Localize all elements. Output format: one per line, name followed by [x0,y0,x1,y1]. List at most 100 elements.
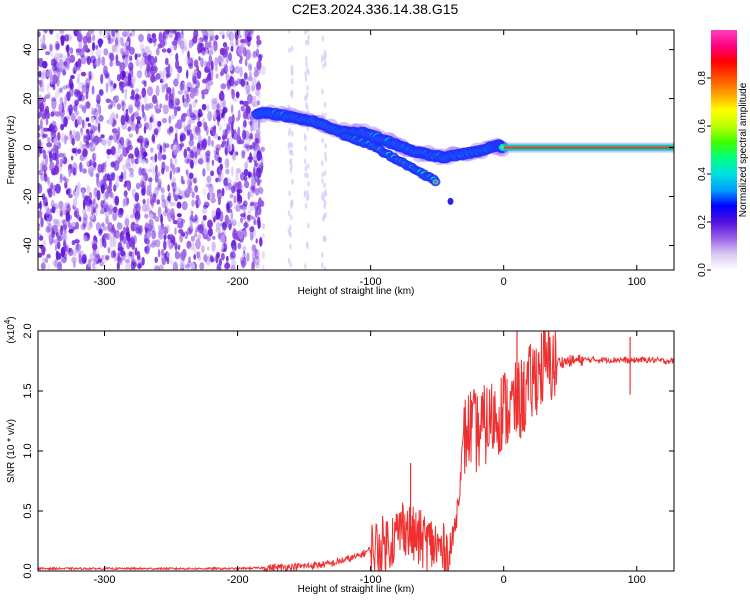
noise-cell [176,72,180,81]
noise-cell [130,155,135,165]
noise-cell [70,134,75,145]
noise-cell [82,148,88,158]
y-tick-label: 0.5 [22,503,34,518]
noise-cell [140,176,143,185]
noise-cell [43,96,47,103]
noise-cell [103,233,108,239]
noise-cell [55,219,61,228]
noise-cell [195,80,200,89]
noise-cell [114,181,119,189]
noise-cell [129,67,134,78]
noise-cell [257,161,262,170]
noise-cell [237,109,241,121]
noise-cell [115,130,120,140]
noise-cell [42,257,46,263]
noise-cell [168,125,172,136]
noise-cell [128,167,132,172]
noise-cell [249,226,255,233]
noise-cell [157,43,163,49]
noise-cell [151,36,157,44]
noise-cell [192,100,196,108]
noise-cell [224,147,228,155]
noise-cell [126,180,132,192]
noise-cell [190,262,195,270]
noise-cell [77,58,82,68]
noise-cell [116,103,122,110]
noise-cell [224,262,230,270]
noise-cell [188,172,194,180]
noise-cell [196,142,201,149]
noise-cell [251,244,257,252]
noise-cell [164,206,168,214]
noise-cell [151,230,157,240]
noise-cell [115,37,119,47]
noise-cell [86,161,92,168]
noise-cell [255,89,260,97]
noise-cell [87,224,92,231]
noise-cell [181,180,185,185]
noise-cell [129,46,135,55]
noise-cell [130,95,135,100]
faint-cell [306,66,309,73]
faint-cell [287,210,291,217]
faint-cell [306,194,310,200]
noise-cell [149,37,153,44]
noise-cell [82,222,86,229]
noise-cell [172,182,177,192]
noise-cell [207,246,210,251]
noise-cell [54,90,60,99]
noise-cell [69,222,73,231]
noise-cell [219,170,224,182]
faint-cell [321,112,325,118]
noise-cell [173,106,178,117]
noise-cell [191,199,195,207]
noise-cell [122,75,129,82]
multiplier-close: ) [6,316,17,319]
noise-cell [123,226,127,235]
noise-cell [221,221,227,231]
noise-cell [243,168,249,177]
faint-cell [304,202,308,209]
noise-cell [248,120,254,126]
noise-cell [196,70,202,80]
noise-cell [244,161,249,170]
noise-cell [218,124,222,132]
noise-cell [46,110,50,120]
noise-cell [189,91,195,99]
noise-cell [161,75,167,84]
noise-cell [154,265,160,270]
noise-cell [112,206,118,213]
noise-cell [111,128,118,134]
noise-cell [66,44,70,53]
noise-cell [109,204,113,210]
noise-cell [222,98,227,110]
noise-cell [126,146,130,154]
noise-cell [215,73,219,79]
noise-cell [42,150,47,160]
noise-cell [207,80,214,86]
noise-cell [117,142,122,154]
noise-cell [70,74,75,80]
noise-cell [199,153,205,160]
faint-cell [290,142,294,149]
noise-cell [172,164,176,175]
noise-cell [103,226,108,231]
noise-cell [107,34,111,45]
noise-cell [39,235,44,241]
noise-cell [67,247,74,257]
noise-cell [51,230,56,239]
noise-cell [228,76,235,87]
noise-cell [249,230,254,237]
noise-cell [233,232,239,241]
noise-cell [160,224,165,233]
noise-cell [226,124,231,134]
noise-cell [189,87,195,93]
noise-cell [62,234,67,241]
noise-cell [140,187,146,195]
faint-cell [304,71,307,78]
faint-cell [323,203,327,210]
noise-cell [52,189,56,197]
noise-cell [49,74,54,85]
